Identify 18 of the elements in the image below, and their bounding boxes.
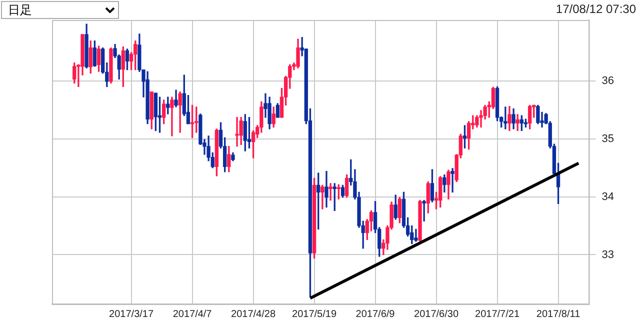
x-tick-label: 2017/4/28: [231, 308, 276, 320]
x-tick-label: 2017/6/9: [356, 308, 396, 320]
x-tick-label: 2017/6/30: [414, 308, 459, 320]
x-tick-label: 2017/5/19: [292, 308, 337, 320]
y-tick-label: 35: [602, 132, 614, 145]
y-tick-label: 36: [602, 74, 614, 87]
candlestick: [328, 183, 332, 201]
x-tick-label: 2017/4/7: [172, 308, 212, 320]
x-tick-label: 2017/8/11: [536, 308, 581, 320]
text: 17/08/12 07:30: [556, 2, 636, 16]
y-tick-label: 34: [602, 190, 614, 203]
x-tick-label: 2017/3/17: [109, 308, 154, 320]
y-tick-label: 33: [602, 248, 614, 261]
x-tick-label: 2017/7/21: [475, 308, 520, 320]
candlestick: [450, 168, 454, 192]
candlestick: [422, 200, 426, 222]
text: 日足: [1, 1, 119, 19]
candlestick: [170, 96, 174, 136]
